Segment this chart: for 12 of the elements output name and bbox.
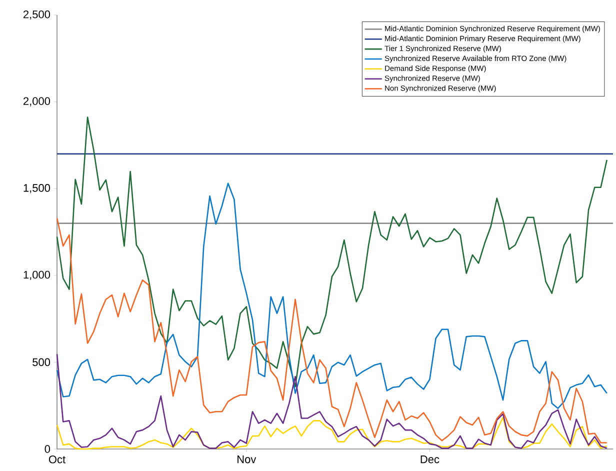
y-tick-label: 1,500 [24, 184, 50, 194]
y-tick-label: 2,500 [23, 10, 50, 20]
x-tick-label: Nov [238, 456, 256, 464]
y-tick-label: 500 [32, 358, 50, 366]
y-tick-label: 0 [44, 445, 50, 453]
line-series [56, 218, 608, 444]
y-tick-label: 1,000 [24, 270, 50, 280]
x-tick-label: Oct [48, 456, 66, 464]
x-tick-label: Dec [420, 456, 440, 464]
line-series [56, 353, 608, 449]
y-tick-label: 2,000 [23, 97, 50, 106]
line-series [56, 116, 608, 388]
